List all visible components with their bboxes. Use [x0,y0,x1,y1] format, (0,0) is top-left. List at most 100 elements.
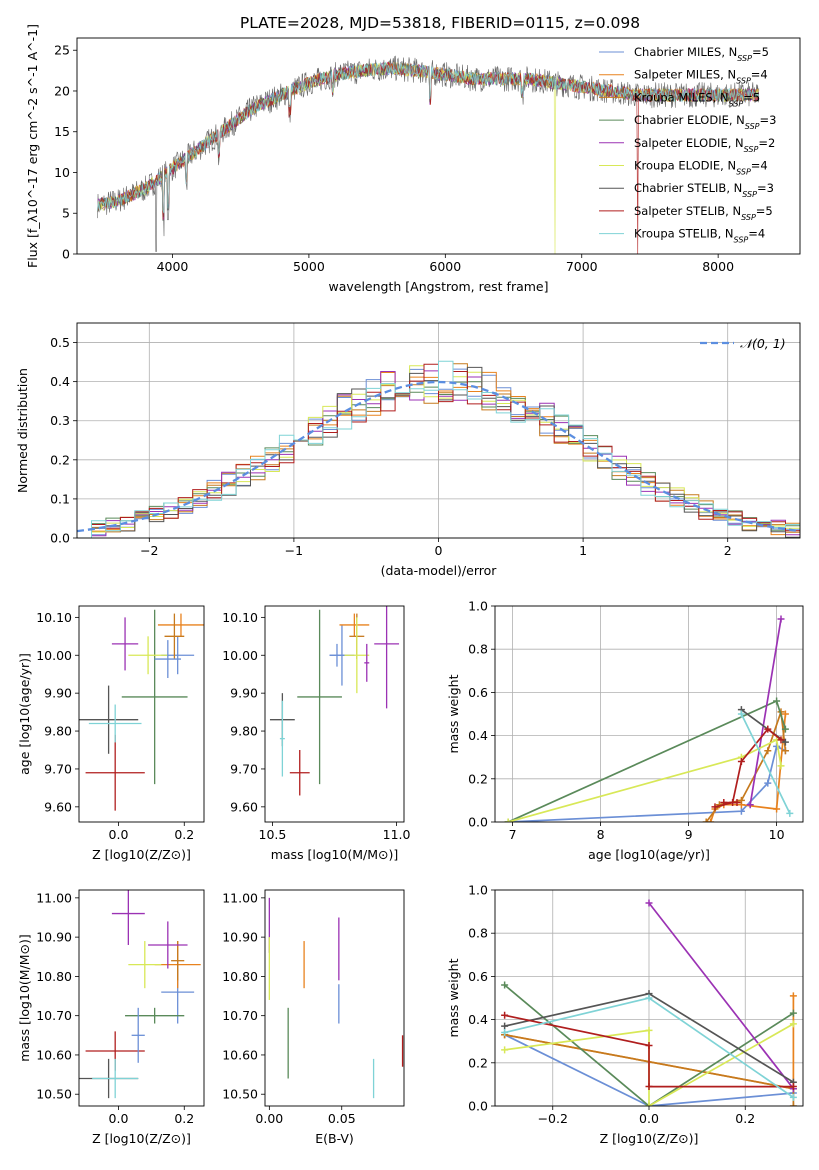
weight-marker [764,747,772,755]
weight-line-0 [504,1033,794,1106]
weight-line-8 [740,713,791,814]
y-tick-label: 20 [54,83,70,98]
plot-area [79,890,201,1099]
y-tick-label: 9.90 [230,686,258,701]
y-tick-label: 9.80 [44,724,72,739]
weight-marker [789,1102,797,1106]
y-tick-label: 1.0 [468,599,488,614]
weight-marker [737,796,745,804]
weight-line-4 [749,618,782,805]
x-axis-label: (data-model)/error [381,563,498,578]
weight-marker [789,1020,797,1028]
x-axis-label: Z [log10(Z/Z⊙)] [92,847,191,862]
legend-entry: Chabrier MILES, NSSP=5 [634,45,769,63]
weight-marker [645,899,653,907]
y-tick-label: 11.00 [222,890,258,905]
panel-mass-vs-Z: 0.0 0.2 10.50 10.60 10.70 10.80 10.90 11.00 Z [l… [17,889,205,1146]
errorbar-point [125,1007,185,1024]
plot-area [501,899,797,1106]
y-tick-label: 10.10 [36,610,72,625]
plot-area [269,606,400,796]
weight-marker [781,738,789,746]
y-axis-label: mass weight [446,674,461,753]
y-tick-label: 9.70 [230,761,258,776]
x-axis-label: age [log10(age/yr)] [588,847,710,862]
y-tick-label: 15 [54,124,70,139]
plot-area [97,55,760,254]
weight-marker [777,736,785,744]
weight-line-7 [504,1014,794,1088]
y-tick-label: 9.80 [230,724,258,739]
weight-marker [773,805,781,813]
x-tick-label: 0 [435,543,443,558]
panel-mass-vs-EBV: 0.00 0.05 10.50 10.60 10.70 10.80 10.90 11.00 E(… [222,889,405,1146]
weight-marker [781,725,789,733]
x-tick-label: 10.5 [259,827,287,842]
legend-entry: Salpeter MILES, NSSP=4 [634,68,768,86]
weight-marker [789,1093,797,1101]
x-tick-label: −2 [140,543,158,558]
weight-marker [504,818,512,822]
axes-frame [264,605,405,823]
x-tick-label: 0.0 [639,1111,659,1126]
y-tick-label: 0.4 [50,374,70,389]
y-tick-label: 0.2 [50,452,70,467]
x-tick-label: 10 [769,827,785,842]
plot-area [268,897,404,1099]
errorbar-point [128,636,168,675]
errorbar-point [111,617,139,671]
x-tick-label: 0.2 [735,1111,755,1126]
y-axis-label: Normed distribution [15,368,30,493]
x-tick-label: 0.0 [109,827,129,842]
weight-marker [645,994,653,1002]
axes-frame [76,322,801,539]
y-tick-label: 10 [54,165,70,180]
y-tick-label: 10.70 [36,1008,72,1023]
y-tick-label: 10.80 [36,969,72,984]
errorbar-point [344,617,370,694]
y-tick-label: 1.0 [468,883,488,898]
y-tick-label: 0.4 [468,1012,488,1027]
x-tick-label: −0.2 [538,1111,568,1126]
weight-marker [720,799,728,807]
weight-marker [789,1009,797,1017]
x-tick-label: 0.2 [174,827,194,842]
errorbar-point [297,609,342,785]
legend-entry: Salpeter STELIB, NSSP=5 [634,204,773,222]
errorbar-point [88,704,142,743]
weight-marker [645,1026,653,1034]
panel-spectrum: 4000 5000 6000 7000 8000 0 5 10 15 20 25 wavelength… [25,24,801,294]
weight-line-5 [507,738,782,822]
x-tick-label: 7000 [566,259,598,274]
x-axis-label: E(B-V) [315,1131,354,1146]
weight-marker [501,981,509,989]
axes-frame [494,889,804,1107]
errorbar-point [329,643,345,667]
x-axis-label: Z [log10(Z/Z⊙)] [92,1131,191,1146]
errorbar-point [339,613,370,637]
axes-frame [78,605,205,823]
weight-marker [789,992,797,1000]
y-tick-label: 10.00 [222,648,258,663]
errorbar-point [148,921,188,969]
y-tick-label: 0.0 [50,531,70,546]
panel-age-vs-Z: 0.0 0.2 9.60 9.70 9.80 9.90 10.00 10.10 Z [log10… [17,605,205,862]
legend-entry: Kroupa STELIB, NSSP=4 [634,227,765,245]
weight-marker [501,1046,509,1054]
weight-marker [501,1022,509,1030]
y-axis-label: Flux [f_λ10^-17 erg cm^-2 s^-1 A^-1] [25,24,40,268]
y-tick-label: 0 [62,247,70,262]
legend: Chabrier MILES, NSSP=5 Salpeter MILES, NS… [599,45,776,244]
axes-frame [76,37,801,255]
y-tick-label: 9.60 [230,799,258,814]
y-axis-label: mass weight [446,958,461,1037]
x-tick-label: 11.0 [383,827,411,842]
panel-weight-vs-age: 7 8 9 10 0.0 0.2 0.4 0.6 0.8 1.0 age [log10(age/yr… [446,599,804,862]
weight-marker [777,615,785,623]
y-tick-label: 10.70 [222,1008,258,1023]
weight-marker [737,710,745,718]
errorbar-point [154,640,181,678]
weight-marker [501,1011,509,1019]
errorbar-point [279,700,285,777]
